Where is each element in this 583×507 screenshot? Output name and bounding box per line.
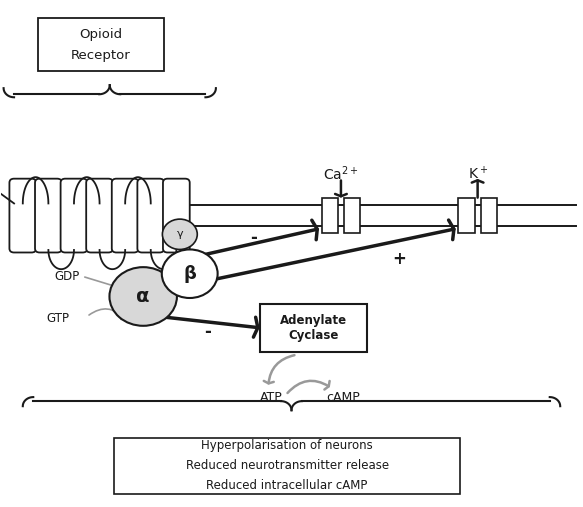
- FancyBboxPatch shape: [38, 18, 164, 71]
- Text: GTP: GTP: [46, 312, 69, 324]
- FancyBboxPatch shape: [114, 438, 460, 494]
- Text: Opioid
Receptor: Opioid Receptor: [71, 28, 131, 62]
- Text: -: -: [250, 229, 257, 247]
- Bar: [344, 198, 360, 233]
- Text: ATP: ATP: [260, 391, 283, 404]
- Text: β: β: [183, 265, 196, 283]
- Text: GDP: GDP: [54, 270, 79, 283]
- FancyBboxPatch shape: [163, 178, 189, 252]
- FancyBboxPatch shape: [259, 304, 367, 352]
- Text: α: α: [136, 287, 150, 306]
- FancyBboxPatch shape: [112, 178, 139, 252]
- Text: Ca$^{2+}$: Ca$^{2+}$: [323, 165, 359, 184]
- FancyBboxPatch shape: [138, 178, 164, 252]
- Text: +: +: [392, 249, 406, 268]
- Text: Hyperpolarisation of neurons
Reduced neurotransmitter release
Reduced intracellu: Hyperpolarisation of neurons Reduced neu…: [185, 440, 389, 492]
- FancyBboxPatch shape: [9, 178, 36, 252]
- FancyBboxPatch shape: [35, 178, 62, 252]
- FancyBboxPatch shape: [61, 178, 87, 252]
- Text: cAMP: cAMP: [326, 391, 360, 404]
- FancyBboxPatch shape: [86, 178, 113, 252]
- Bar: [322, 198, 338, 233]
- Bar: [458, 198, 475, 233]
- Text: γ: γ: [177, 229, 183, 239]
- Circle shape: [110, 267, 177, 326]
- Text: K$^+$: K$^+$: [468, 165, 488, 183]
- Circle shape: [163, 219, 197, 249]
- Bar: [480, 198, 497, 233]
- Text: Adenylate
Cyclase: Adenylate Cyclase: [280, 314, 347, 342]
- Text: -: -: [203, 323, 210, 341]
- Circle shape: [162, 249, 217, 298]
